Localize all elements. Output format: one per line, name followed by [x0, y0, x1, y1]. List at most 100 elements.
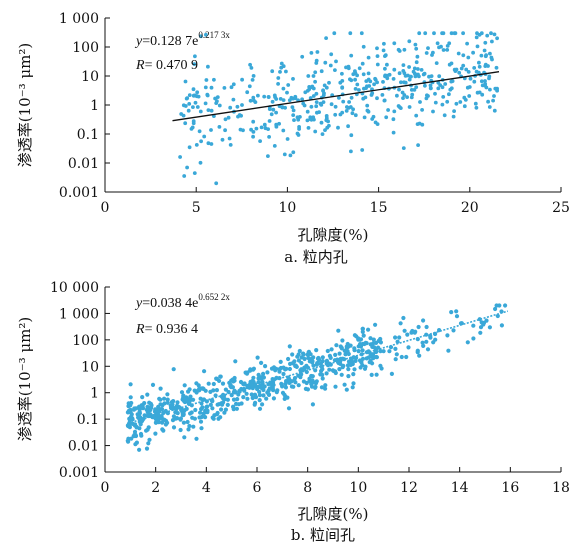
data-point: [432, 31, 436, 36]
data-point: [403, 80, 408, 85]
data-point: [248, 98, 253, 103]
data-point: [356, 344, 361, 349]
data-point: [349, 133, 354, 138]
data-point: [401, 63, 406, 67]
data-point: [487, 325, 492, 330]
data-point: [301, 379, 306, 384]
data-point: [381, 48, 386, 53]
data-point: [336, 125, 340, 130]
data-point: [353, 77, 357, 82]
data-point: [191, 397, 196, 402]
data-point: [283, 385, 288, 390]
data-point: [467, 94, 472, 98]
data-point: [284, 366, 289, 371]
data-point: [451, 114, 456, 119]
y-tick-label: 10: [81, 359, 99, 375]
data-point: [308, 96, 313, 100]
data-point: [157, 396, 162, 401]
data-point: [425, 347, 431, 352]
chart-b-eq-exponent: 0.652 2x: [198, 292, 230, 302]
data-point: [351, 107, 355, 112]
data-point: [247, 84, 252, 89]
chart-a-r-prefix: R: [135, 58, 145, 73]
data-point: [483, 40, 488, 45]
data-point: [265, 370, 270, 375]
data-point: [269, 366, 275, 371]
data-point: [416, 67, 420, 71]
data-point: [346, 124, 350, 129]
data-point: [373, 120, 378, 125]
data-point: [329, 102, 334, 107]
data-point: [402, 328, 407, 333]
data-point: [196, 94, 201, 99]
data-point: [458, 100, 463, 104]
data-point: [223, 387, 228, 392]
data-point: [203, 101, 208, 106]
data-point: [310, 374, 315, 379]
data-point: [133, 422, 138, 427]
data-point: [417, 353, 422, 358]
data-point: [454, 67, 459, 72]
data-point: [255, 386, 260, 392]
data-point: [483, 79, 487, 83]
data-point: [266, 382, 271, 387]
data-point: [170, 418, 176, 423]
data-point: [363, 340, 368, 345]
data-point: [234, 401, 239, 406]
data-point: [340, 110, 345, 115]
data-point: [415, 54, 420, 59]
data-point: [489, 55, 494, 60]
data-point: [409, 95, 414, 100]
data-point: [423, 83, 427, 88]
chart-b-caption: b. 粒间孔: [291, 526, 355, 544]
data-point: [286, 406, 292, 411]
data-point: [198, 419, 204, 424]
data-point: [313, 79, 317, 84]
data-point: [473, 101, 478, 106]
data-point: [286, 83, 291, 87]
data-point: [310, 359, 315, 364]
data-point: [206, 141, 211, 146]
data-point: [368, 336, 373, 341]
data-point: [185, 165, 190, 170]
data-point: [283, 105, 287, 110]
chart-a-eq-y: y: [134, 34, 143, 49]
data-point: [305, 88, 310, 93]
data-point: [401, 315, 406, 321]
data-point: [250, 378, 255, 383]
data-point: [323, 128, 327, 133]
chart-b: 0 2 4 6 8 10 12 14 16 18 0.001 0.01 0.1 1 10 100 1 000 1…: [16, 280, 570, 544]
data-point: [316, 356, 321, 361]
data-point: [341, 99, 346, 104]
data-point: [231, 379, 236, 384]
data-point: [262, 122, 267, 127]
data-point: [293, 380, 298, 385]
data-point: [471, 336, 476, 341]
data-point: [430, 53, 434, 57]
chart-b-r-value: R= 0.936 4: [135, 322, 198, 337]
data-point: [454, 101, 459, 106]
data-point: [381, 80, 385, 84]
data-point: [178, 155, 183, 159]
data-point: [353, 358, 358, 363]
data-point: [384, 115, 389, 120]
data-point: [333, 352, 338, 357]
data-point: [231, 82, 236, 87]
y-tick-label: 1: [90, 386, 99, 402]
data-point: [195, 105, 200, 109]
data-point: [324, 114, 329, 118]
data-point: [436, 80, 441, 85]
data-point: [393, 357, 398, 362]
data-point: [415, 122, 420, 126]
data-point: [183, 121, 188, 126]
chart-a-x-axis-label: 孔隙度(%): [298, 226, 369, 244]
data-point: [156, 404, 161, 409]
data-point: [270, 69, 275, 74]
data-point: [270, 386, 275, 391]
data-point: [394, 352, 399, 357]
data-point: [361, 72, 366, 77]
data-point: [271, 107, 276, 112]
data-point: [492, 32, 497, 37]
data-point: [339, 372, 344, 377]
data-point: [144, 446, 150, 451]
